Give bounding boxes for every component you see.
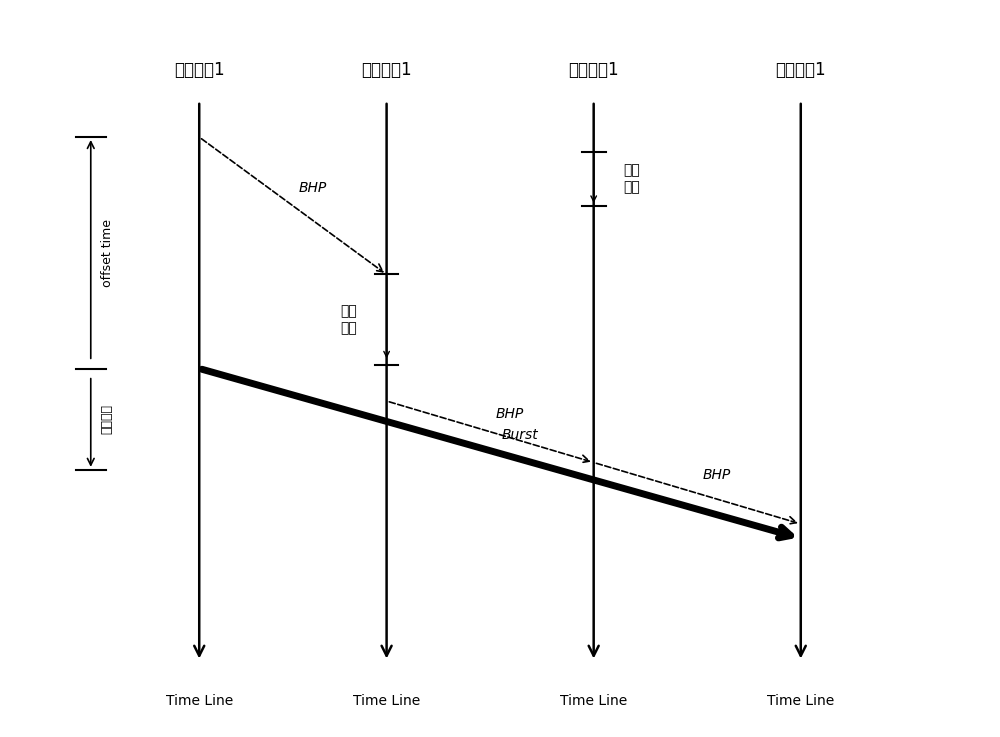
Text: Time Line: Time Line xyxy=(166,694,233,708)
Text: 处理
延迟: 处理 延迟 xyxy=(340,304,357,335)
Text: BHP: BHP xyxy=(299,181,327,195)
Text: BHP: BHP xyxy=(496,407,524,421)
Text: 核心节点1: 核心节点1 xyxy=(568,61,619,80)
Text: 边缘节点1: 边缘节点1 xyxy=(174,61,225,80)
Text: 边缘节点1: 边缘节点1 xyxy=(775,61,826,80)
Text: BHP: BHP xyxy=(703,468,731,482)
Text: Time Line: Time Line xyxy=(353,694,420,708)
Text: 传输
延追: 传输 延追 xyxy=(623,164,640,194)
Text: offset time: offset time xyxy=(101,219,114,287)
Text: Time Line: Time Line xyxy=(560,694,627,708)
Text: 核心节点1: 核心节点1 xyxy=(361,61,412,80)
Text: Burst: Burst xyxy=(501,428,538,442)
Text: 保护时间: 保护时间 xyxy=(101,404,114,434)
Text: Time Line: Time Line xyxy=(767,694,834,708)
